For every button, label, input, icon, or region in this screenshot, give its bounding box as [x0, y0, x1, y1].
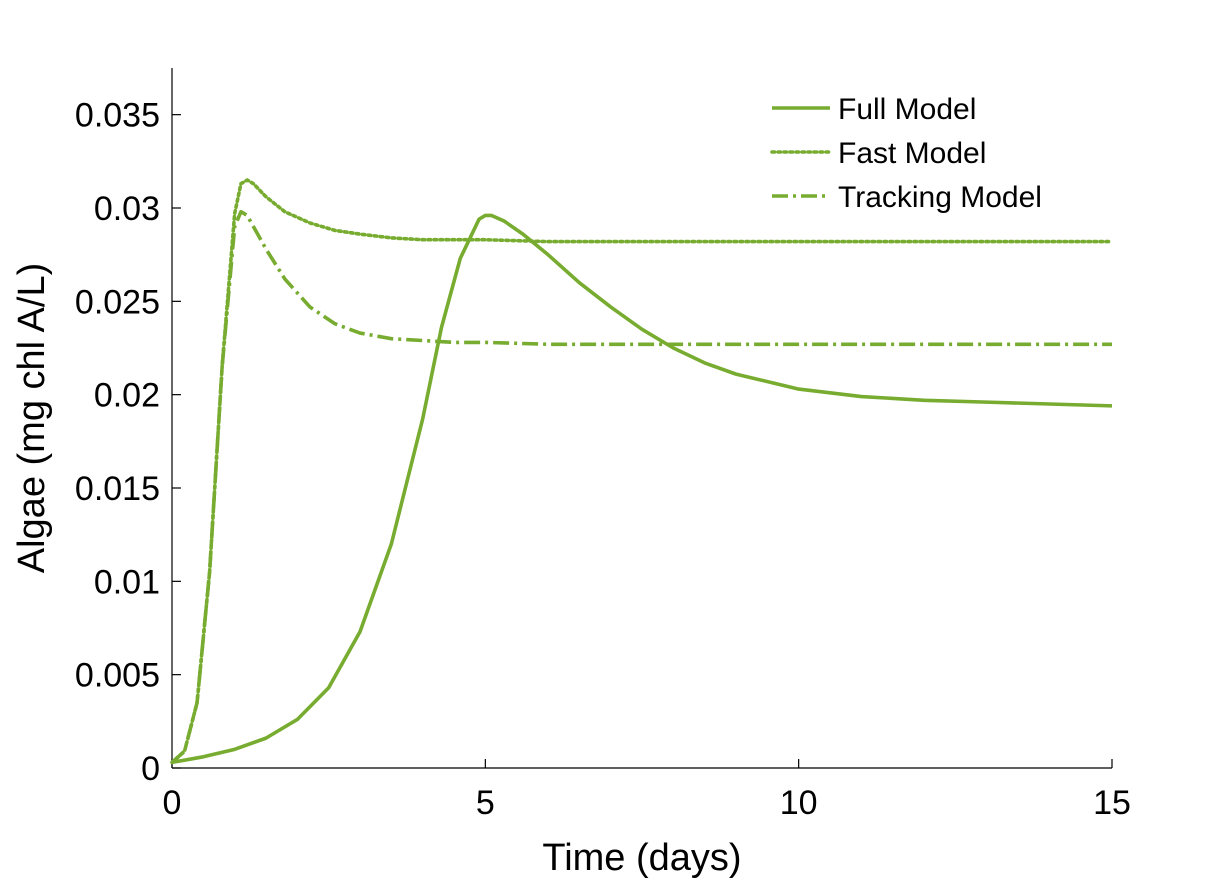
- x-tick-label: 15: [1093, 784, 1131, 822]
- plot-area: [170, 178, 1114, 765]
- legend-label-full-model: Full Model: [838, 93, 976, 126]
- series-line-fast-model: [170, 178, 1114, 765]
- axes: 0 5 10 15 0 0.005 0.01 0.015 0.02 0.025 0.03 0.035: [75, 68, 1131, 822]
- y-tick-label: 0.03: [94, 190, 160, 228]
- legend-label-tracking-model: Tracking Model: [838, 181, 1042, 214]
- x-tick-label: 0: [163, 784, 182, 822]
- x-tick-label: 5: [476, 784, 495, 822]
- legend: Full Model Fast Model Tracking Model: [770, 93, 1042, 214]
- y-axis-label: Algae (mg chl A/L): [11, 263, 53, 573]
- legend-label-fast-model: Fast Model: [838, 137, 986, 170]
- series-line-tracking-model: [170, 209, 1112, 764]
- series-line-full-model: [171, 213, 1113, 765]
- y-tick-label: 0.035: [75, 97, 160, 135]
- y-tick-label: 0.01: [94, 563, 160, 601]
- y-tick-label: 0.02: [94, 377, 160, 415]
- y-tick-label: 0.005: [75, 657, 160, 695]
- y-tick-label: 0.015: [75, 470, 160, 508]
- x-axis-label: Time (days): [542, 837, 741, 879]
- y-tick-label: 0: [141, 750, 160, 788]
- x-tick-label: 10: [780, 784, 818, 822]
- y-tick-label: 0.025: [75, 283, 160, 321]
